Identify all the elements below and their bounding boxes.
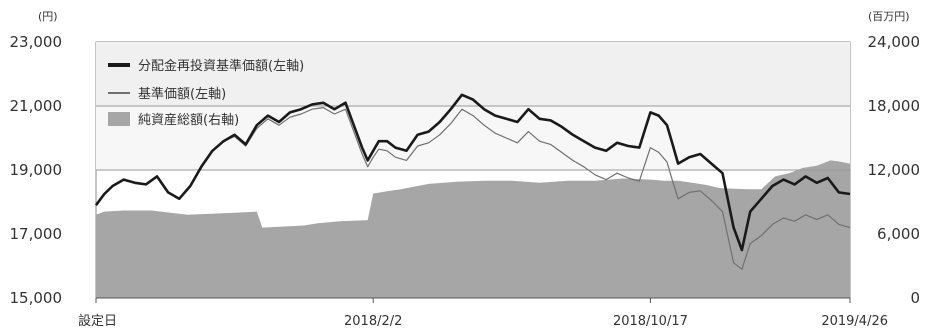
series-line-reinvested-nav bbox=[94, 93, 851, 252]
grid-layer bbox=[96, 105, 850, 171]
legend-swatch-reinvested-nav bbox=[108, 63, 130, 67]
axis-layer: 15,000 17,000 19,000 21,000 23,000 0 6,000 12,0… bbox=[10, 33, 921, 329]
left-tick-label: 19,000 bbox=[10, 161, 63, 179]
legend-label-nav: 基準価額(左軸) bbox=[138, 86, 226, 102]
x-tick-label: 2018/2/2 bbox=[344, 314, 402, 329]
left-tick-label: 15,000 bbox=[10, 289, 63, 307]
left-tick-label: 21,000 bbox=[10, 97, 63, 115]
right-axis-unit: (百万円) bbox=[868, 10, 910, 23]
area-layer bbox=[96, 160, 850, 298]
x-tick-label: 2019/4/26 bbox=[821, 314, 888, 329]
left-tick-label: 23,000 bbox=[10, 33, 63, 51]
right-tick-label: 18,000 bbox=[868, 97, 921, 115]
right-tick-label: 12,000 bbox=[868, 161, 921, 179]
gridband-upper bbox=[96, 42, 850, 106]
left-tick-label: 17,000 bbox=[10, 225, 63, 243]
left-axis-unit: (円) bbox=[38, 10, 58, 23]
right-tick-label: 0 bbox=[910, 289, 920, 307]
gridband-lower bbox=[96, 106, 850, 170]
right-tick-label: 24,000 bbox=[868, 33, 921, 51]
series-area-net-assets bbox=[96, 160, 850, 298]
right-tick-label: 6,000 bbox=[877, 225, 920, 243]
x-tick-label: 2018/10/17 bbox=[613, 314, 688, 329]
legend-label-net-assets: 純資産総額(右軸) bbox=[138, 112, 239, 128]
legend: 分配金再投資基準価額(左軸) 基準価額(左軸) 純資産総額(右軸) bbox=[108, 58, 304, 128]
legend-swatch-nav bbox=[108, 92, 130, 94]
legend-swatch-net-assets bbox=[108, 112, 130, 126]
line-layer bbox=[94, 93, 851, 270]
legend-label-reinvested-nav: 分配金再投資基準価額(左軸) bbox=[138, 58, 304, 74]
x-tick-label: 設定日 bbox=[78, 313, 117, 329]
